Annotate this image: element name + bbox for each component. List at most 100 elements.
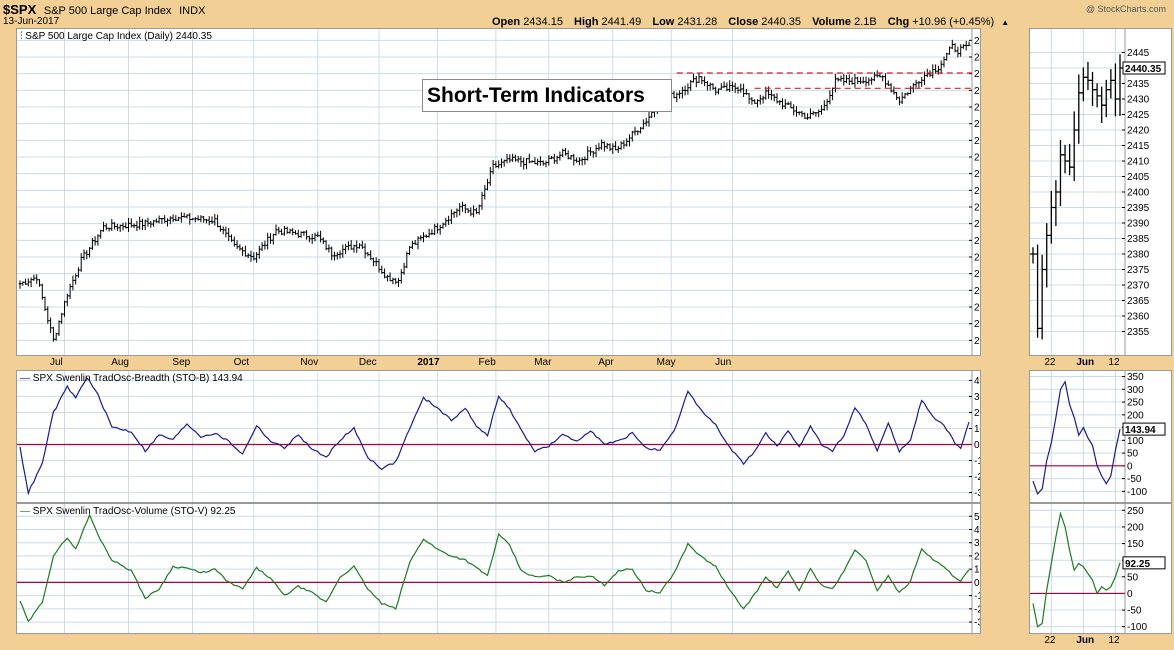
y-tick-label: 100	[1127, 436, 1144, 447]
y-tick-label: 2355	[1127, 327, 1150, 338]
y-tick-label: 2425	[974, 53, 980, 64]
breadth-zoom-panel: -100-50050100150200250300350143.94	[1029, 370, 1172, 503]
y-tick-label: 0	[1127, 589, 1133, 600]
y-tick-label: -100	[1127, 622, 1147, 633]
y-tick-label: 2420	[1127, 126, 1150, 137]
zoom-x-tick-label: 22	[1044, 357, 1056, 368]
volume-panel-label: — SPX Swenlin TradOsc-Volume (STO-V) 92.…	[20, 506, 236, 517]
close-value: 2440.35	[761, 16, 802, 28]
x-tick-label: Apr	[598, 357, 614, 368]
x-tick-label: Mar	[534, 357, 552, 368]
y-tick-label: 2200	[974, 203, 980, 214]
change-value: +10.96 (+0.45%)	[912, 16, 995, 28]
y-tick-label: 100	[974, 424, 980, 435]
breadth-chart: -300 -200 -100 0 100 200 300 400	[17, 371, 980, 502]
instrument-name: S&P 500 Large Cap Index	[43, 5, 172, 17]
y-tick-label: 2365	[1127, 296, 1150, 307]
y-tick-label: 2435	[1127, 79, 1150, 90]
high-label: High	[574, 16, 599, 28]
y-tick-label: 0	[974, 440, 980, 451]
y-tick-label: 0	[1127, 461, 1133, 472]
quote-bar: Open 2434.15 High 2441.49 Low 2431.28 Cl…	[492, 16, 1009, 28]
price-zoom-panel: 2355 2360 2365 2370 2375 2380 2385 2390 2395 2400…	[1029, 28, 1172, 356]
y-tick-label: 0	[974, 578, 980, 589]
oscillator-line	[19, 513, 970, 623]
x-tick-label: Nov	[300, 357, 319, 368]
y-tick-label: 2425	[1127, 110, 1150, 121]
chart-date: 13-Jun-2017	[3, 16, 60, 27]
y-tick-label: 2275	[974, 153, 980, 164]
y-tick-label: 2100	[974, 269, 980, 280]
symbol: $SPX	[3, 2, 37, 17]
y-tick-label: 50	[1127, 449, 1139, 460]
last-value-text: 143.94	[1125, 425, 1156, 436]
y-tick-label: 400	[974, 376, 980, 387]
x-tick-label: Aug	[111, 357, 129, 368]
breadth-panel-label: — SPX Swenlin TradOsc-Breadth (STO-B) 14…	[20, 373, 243, 384]
price-zoom-chart: 2355 2360 2365 2370 2375 2380 2385 2390 2395 2400…	[1030, 29, 1166, 355]
x-tick-label: May	[656, 357, 676, 368]
y-tick-label: -100	[1127, 487, 1147, 498]
x-tick-label: Sep	[172, 357, 191, 368]
volume-panel: -300 -200 -100 0 100 200 300 400 500 — SPX Swenl…	[16, 503, 981, 634]
y-tick-label: 500	[974, 512, 980, 523]
zoom-x-tick-label: 22	[1044, 635, 1056, 646]
y-tick-label: 2075	[974, 286, 980, 297]
y-tick-label: 2050	[974, 303, 980, 314]
volume-value: 2.1B	[854, 16, 877, 28]
y-tick-label: 250	[1127, 398, 1144, 409]
y-tick-label: -50	[1127, 474, 1142, 485]
zoom-oscillator-line	[1032, 380, 1121, 496]
y-tick-label: 2385	[1127, 234, 1150, 245]
y-tick-label: 2410	[1127, 157, 1150, 168]
open-value: 2434.15	[523, 16, 563, 28]
y-tick-label: 2380	[1127, 250, 1150, 261]
y-tick-label: -300	[974, 618, 980, 629]
last-value-badge	[1122, 556, 1166, 570]
breadth-panel: -300 -200 -100 0 100 200 300 400 — SPX Swenlin …	[16, 370, 981, 503]
y-tick-label: 2445	[1127, 48, 1150, 59]
y-tick-label: 2325	[974, 119, 980, 130]
zoom-price-bars	[1030, 54, 1123, 340]
y-tick-label: 2250	[974, 169, 980, 180]
y-tick-label: 100	[974, 565, 980, 576]
x-tick-label: Jul	[49, 357, 63, 368]
y-tick-label: 200	[974, 551, 980, 562]
y-tick-label: 300	[974, 538, 980, 549]
last-value-text: 2440.35	[1125, 64, 1162, 75]
y-tick-label: 2370	[1127, 281, 1150, 292]
y-tick-label: 2150	[974, 236, 980, 247]
low-label: Low	[652, 16, 675, 28]
zoom-x-tick-label: Jun	[1076, 635, 1095, 646]
open-label: Open	[492, 16, 521, 28]
y-tick-label: 300	[1127, 385, 1144, 396]
y-tick-label: -200	[974, 604, 980, 615]
y-tick-label: 50	[1127, 572, 1139, 583]
y-tick-label: 2430	[1127, 95, 1150, 106]
y-tick-label: 2375	[1127, 265, 1150, 276]
price-panel: 2000 2025 2050 2075 2100 2125 2150 2175 2200 2225…	[16, 28, 981, 356]
y-tick-label: 200	[974, 408, 980, 419]
y-tick-label: 150	[1127, 539, 1144, 550]
zoom-x-tick-label: 12	[1108, 357, 1120, 368]
y-tick-label: 200	[1127, 522, 1144, 533]
exchange: INDX	[179, 5, 206, 17]
last-value-badge	[1122, 61, 1166, 75]
watermark: @ StockCharts.com	[1085, 4, 1166, 14]
y-tick-label: 2360	[1127, 312, 1150, 323]
y-tick-label: 2300	[974, 136, 980, 147]
x-tick-label: 2017	[417, 357, 440, 368]
breadth-zoom-chart: -100-50050100150200250300350143.94	[1030, 371, 1166, 502]
y-tick-label: 400	[974, 525, 980, 536]
low-value: 2431.28	[677, 16, 718, 28]
volume-zoom-panel: -100-5005010015020025092.25	[1029, 503, 1172, 634]
y-tick-label: 2125	[974, 253, 980, 264]
y-tick-label: -300	[974, 488, 980, 499]
y-tick-label: 2395	[1127, 203, 1150, 214]
volume-zoom-chart: -100-5005010015020025092.25	[1030, 504, 1166, 633]
y-tick-label: -100	[974, 591, 980, 602]
x-tick-label: Feb	[478, 357, 496, 368]
y-tick-label: 2225	[974, 186, 980, 197]
y-tick-label: -100	[974, 456, 980, 467]
scroll-up-icon[interactable]: ▲	[1001, 18, 1010, 27]
